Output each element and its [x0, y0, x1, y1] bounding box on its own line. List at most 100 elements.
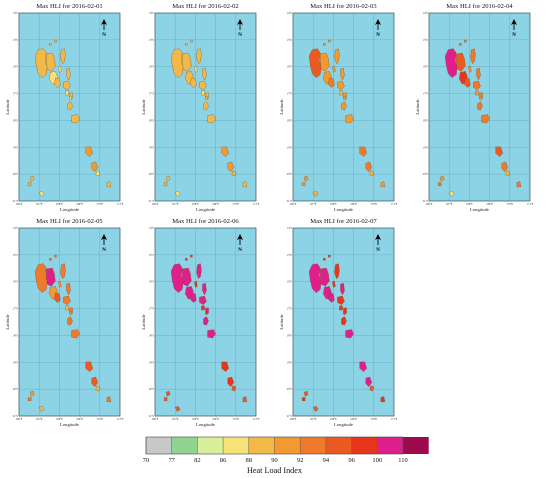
island — [185, 258, 188, 261]
legend-title: Heat Load Index — [247, 466, 302, 475]
island — [66, 67, 71, 81]
lat-tick-label: 19°S — [13, 361, 19, 364]
island — [459, 43, 462, 46]
legend-tick-label: 110 — [398, 457, 408, 464]
lat-tick-label: 20°S — [149, 388, 155, 391]
island — [54, 254, 57, 258]
legend-tick-label: 88 — [246, 457, 253, 464]
island — [301, 397, 306, 401]
north-arrow-icon — [375, 19, 381, 25]
islands — [301, 39, 386, 197]
legend-swatch — [197, 437, 224, 454]
island — [38, 406, 45, 412]
island — [106, 181, 112, 188]
island — [35, 263, 48, 294]
island — [359, 146, 367, 157]
y-axis-label: Latitude — [141, 99, 146, 114]
island — [359, 361, 367, 372]
lon-tick-label: 166°E — [290, 418, 297, 421]
island — [242, 181, 248, 188]
north-arrow-icon — [101, 19, 107, 25]
lon-tick-label: 170°E — [96, 418, 103, 421]
island — [29, 175, 35, 182]
lat-tick-label: 17°S — [13, 308, 19, 311]
lat-tick-label: 14°S — [423, 12, 429, 15]
x-axis-label: Longitude — [60, 422, 79, 427]
island — [339, 90, 343, 96]
lat-tick-label: 18°S — [287, 334, 293, 337]
island — [334, 263, 340, 280]
island — [182, 267, 192, 287]
island — [340, 67, 345, 81]
island — [38, 191, 45, 197]
lon-tick-label: 169°E — [212, 418, 219, 421]
legend-tick-label: 86 — [220, 457, 227, 464]
island — [199, 295, 207, 305]
island — [196, 48, 202, 65]
legend-swatch — [248, 437, 275, 454]
map-title: Max HLI for 2016-02-06 — [172, 218, 239, 225]
north-label: N — [102, 33, 106, 38]
island — [343, 310, 346, 315]
island — [328, 292, 335, 303]
lat-tick-label: 16°S — [13, 281, 19, 284]
map-panel-2: Max HLI for 2016-02-02 166°E 167°E 168°E 169… — [141, 3, 260, 212]
north-label: N — [376, 248, 380, 253]
island — [190, 77, 197, 88]
legend-tick-label: 92 — [297, 457, 304, 464]
island — [49, 43, 52, 46]
island — [91, 376, 98, 388]
lon-tick-label: 167°E — [172, 203, 179, 206]
island — [365, 376, 372, 388]
island — [174, 406, 181, 412]
lat-tick-label: 18°S — [13, 119, 19, 122]
north-label: N — [376, 33, 380, 38]
lat-tick-label: 15°S — [287, 254, 293, 257]
legend-tick-label: 70 — [143, 457, 150, 464]
lon-tick-label: 171°E — [253, 418, 260, 421]
island — [190, 292, 197, 303]
island — [46, 267, 56, 287]
lon-tick-label: 166°E — [290, 203, 297, 206]
island — [242, 396, 248, 403]
lat-tick-label: 17°S — [13, 93, 19, 96]
north-label: N — [238, 33, 242, 38]
legend-swatch — [274, 437, 301, 454]
islands — [301, 254, 386, 412]
island — [54, 39, 57, 43]
lat-tick-label: 15°S — [13, 39, 19, 42]
lon-tick-label: 166°E — [152, 418, 159, 421]
island — [67, 101, 73, 111]
x-axis-label: Longitude — [196, 207, 215, 212]
island — [332, 280, 336, 288]
map-panel-1: Max HLI for 2016-02-01 166°E 167°E 168°E 169… — [5, 3, 124, 212]
island — [95, 170, 100, 177]
lat-tick-label: 14°S — [287, 227, 293, 230]
island — [323, 258, 326, 261]
island — [221, 361, 229, 372]
lon-tick-label: 168°E — [330, 418, 337, 421]
lon-tick-label: 169°E — [76, 418, 83, 421]
island — [60, 263, 66, 280]
island — [69, 95, 72, 100]
island — [163, 397, 168, 401]
lon-tick-label: 167°E — [446, 203, 453, 206]
lon-tick-label: 168°E — [56, 203, 63, 206]
island — [227, 161, 234, 173]
island — [320, 267, 330, 287]
islands — [163, 254, 248, 412]
lat-tick-label: 21°S — [13, 415, 19, 418]
lat-tick-label: 18°S — [149, 334, 155, 337]
island — [194, 280, 198, 288]
legend-swatch — [171, 437, 198, 454]
island — [475, 90, 479, 96]
lon-tick-label: 169°E — [212, 203, 219, 206]
lat-tick-label: 16°S — [287, 66, 293, 69]
lat-tick-label: 20°S — [13, 173, 19, 176]
map-panel-7: Max HLI for 2016-02-07 166°E 167°E 168°E 169… — [279, 218, 398, 427]
legend-swatch — [377, 437, 403, 454]
lon-tick-label: 170°E — [232, 203, 239, 206]
lon-tick-label: 168°E — [466, 203, 473, 206]
x-axis-label: Longitude — [334, 207, 353, 212]
lat-tick-label: 21°S — [149, 415, 155, 418]
